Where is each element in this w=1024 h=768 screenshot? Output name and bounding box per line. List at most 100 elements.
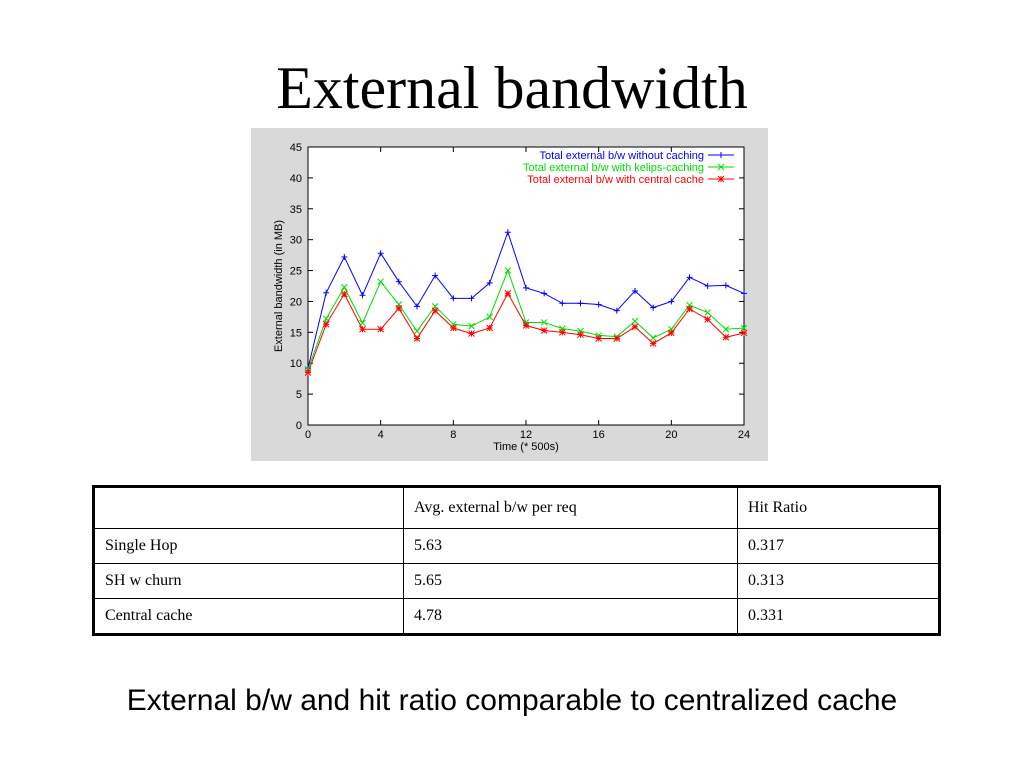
y-tick-label: 45 — [290, 142, 302, 154]
data-point — [613, 335, 621, 342]
table-cell: Single Hop — [93, 528, 404, 564]
slide-caption: External b/w and hit ratio comparable to… — [126, 684, 898, 717]
data-point — [649, 334, 657, 342]
data-point — [704, 316, 712, 323]
x-tick-label: 8 — [450, 429, 456, 441]
data-point — [359, 325, 366, 333]
data-point — [541, 290, 548, 297]
data-point — [377, 250, 384, 257]
data-point — [414, 303, 420, 310]
y-tick-label: 15 — [290, 327, 302, 339]
data-point — [595, 301, 602, 308]
chart-panel: 0 5 10 15 20 25 30 35 40 45 0 4 8 12 16 20 24 Time (* 500… — [251, 128, 768, 461]
data-point — [559, 300, 566, 307]
legend-marker — [717, 163, 725, 171]
data-point — [504, 229, 511, 236]
data-point — [704, 283, 711, 289]
x-tick-label: 24 — [738, 429, 750, 441]
data-point — [395, 278, 402, 285]
data-point — [631, 317, 639, 325]
data-point — [432, 272, 439, 279]
data-point — [577, 331, 584, 339]
y-tick-label: 40 — [290, 173, 302, 185]
y-tick-label: 35 — [290, 204, 302, 216]
data-point — [741, 290, 747, 297]
data-point — [340, 283, 348, 291]
table-cell: 0.317 — [737, 528, 940, 564]
y-axis-label: External bandwidth (in MB) — [273, 220, 285, 352]
table-header-cell: Avg. external b/w per req — [403, 486, 738, 529]
data-point — [540, 327, 548, 334]
y-tick-label: 10 — [290, 358, 302, 370]
legend-label: Total external b/w with central cache — [527, 174, 704, 186]
y-tick-label: 5 — [296, 389, 302, 401]
data-point — [631, 323, 639, 331]
data-point — [377, 325, 385, 333]
data-point — [431, 307, 439, 315]
data-point — [486, 279, 493, 286]
legend-label: Total external b/w without caching — [540, 150, 704, 162]
table-header-cell — [93, 486, 404, 529]
table-cell: SH w churn — [93, 563, 404, 599]
data-point — [722, 325, 730, 333]
data-point — [523, 284, 529, 291]
data-point — [341, 253, 348, 260]
data-point — [413, 327, 421, 335]
data-point — [722, 282, 729, 289]
table-row: SH w churn 5.65 0.313 — [93, 563, 940, 599]
data-point — [468, 295, 475, 302]
slide-title: External bandwidth — [276, 55, 748, 121]
data-point — [740, 324, 748, 332]
results-table: Avg. external b/w per req Hit Ratio Sing… — [92, 485, 941, 636]
data-point — [686, 274, 693, 281]
data-point — [359, 292, 366, 299]
data-point — [413, 335, 421, 342]
data-point — [577, 300, 584, 307]
table-cell: 5.65 — [403, 563, 738, 599]
data-point — [632, 287, 638, 294]
data-point — [468, 330, 475, 337]
data-point — [722, 333, 730, 341]
data-point — [704, 309, 712, 316]
table-cell: 5.63 — [403, 528, 738, 564]
data-point — [613, 307, 620, 314]
table-header-row: Avg. external b/w per req Hit Ratio — [93, 486, 940, 529]
data-point — [395, 304, 403, 312]
x-tick-label: 0 — [305, 429, 311, 441]
data-point — [522, 322, 530, 329]
y-tick-label: 30 — [290, 235, 302, 247]
data-point — [540, 319, 548, 326]
table-row: Central cache 4.78 0.331 — [93, 598, 940, 635]
x-tick-label: 16 — [593, 429, 605, 441]
x-axis-label: Time (* 500s) — [493, 441, 559, 453]
data-point — [450, 295, 457, 302]
data-point — [667, 329, 675, 337]
data-point — [595, 332, 603, 339]
data-point — [649, 340, 657, 347]
data-point — [486, 324, 494, 332]
data-point — [650, 304, 657, 311]
table-cell: Central cache — [93, 598, 404, 635]
data-point — [322, 320, 330, 328]
legend-marker — [717, 175, 725, 183]
x-tick-label: 12 — [520, 429, 532, 441]
data-point — [304, 369, 312, 376]
y-tick-label: 0 — [296, 420, 302, 432]
data-point — [740, 329, 748, 337]
data-point — [522, 319, 530, 326]
y-tick-label: 25 — [290, 266, 302, 278]
x-tick-label: 20 — [665, 429, 677, 441]
data-point — [449, 324, 457, 332]
data-point — [504, 267, 512, 274]
table-cell: 0.331 — [737, 598, 940, 635]
data-point — [686, 305, 693, 313]
data-point — [558, 328, 566, 336]
data-point — [377, 278, 385, 286]
legend-label: Total external b/w with kelips-caching — [523, 162, 704, 174]
bandwidth-line-chart: 0 5 10 15 20 25 30 35 40 45 0 4 8 12 16 20 24 Time (* 500… — [273, 142, 750, 453]
table-row: Single Hop 5.63 0.317 — [93, 528, 940, 564]
data-point — [504, 290, 512, 297]
y-tick-label: 20 — [290, 296, 302, 308]
legend-marker — [718, 152, 724, 158]
table-cell: 0.313 — [737, 563, 940, 599]
